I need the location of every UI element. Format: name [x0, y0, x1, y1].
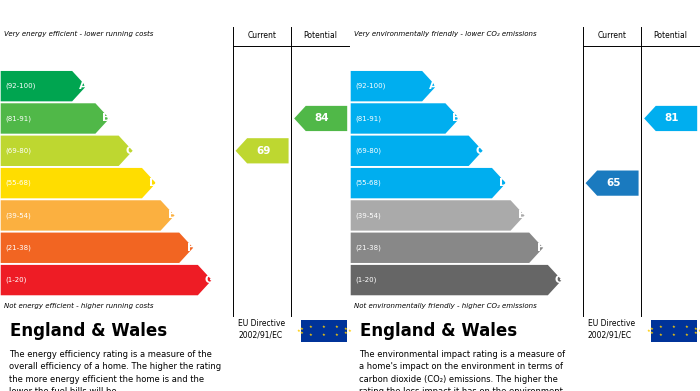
Text: ★: ★ — [647, 329, 650, 333]
Text: (1-20): (1-20) — [355, 277, 377, 283]
Text: (55-68): (55-68) — [6, 180, 31, 187]
Text: The energy efficiency rating is a measure of the
overall efficiency of a home. T: The energy efficiency rating is a measur… — [8, 350, 221, 391]
Text: ★: ★ — [344, 327, 348, 331]
Text: 69: 69 — [256, 146, 270, 156]
Text: Current: Current — [248, 31, 276, 40]
Polygon shape — [1, 136, 133, 166]
Text: (21-38): (21-38) — [355, 244, 381, 251]
Text: ★: ★ — [697, 329, 700, 333]
Polygon shape — [351, 103, 459, 134]
Polygon shape — [235, 138, 288, 163]
Polygon shape — [351, 71, 436, 101]
Text: ★: ★ — [335, 333, 338, 337]
Text: (92-100): (92-100) — [355, 83, 386, 90]
Polygon shape — [351, 136, 483, 166]
Polygon shape — [1, 168, 156, 198]
Polygon shape — [1, 103, 109, 134]
Text: England & Wales: England & Wales — [360, 322, 517, 340]
Text: ★: ★ — [694, 331, 698, 335]
Text: G: G — [554, 275, 564, 285]
Text: The environmental impact rating is a measure of
a home's impact on the environme: The environmental impact rating is a mea… — [358, 350, 566, 391]
Text: ★: ★ — [659, 333, 663, 337]
Polygon shape — [1, 200, 174, 231]
Text: ★: ★ — [650, 331, 654, 335]
Text: C: C — [476, 146, 484, 156]
Text: ★: ★ — [685, 325, 688, 329]
Text: England & Wales: England & Wales — [10, 322, 167, 340]
Polygon shape — [351, 265, 562, 295]
Text: ★: ★ — [650, 327, 654, 331]
Text: (92-100): (92-100) — [6, 83, 36, 90]
Text: ★: ★ — [344, 331, 348, 335]
Text: 65: 65 — [606, 178, 620, 188]
Text: ★: ★ — [659, 325, 663, 329]
Text: 84: 84 — [314, 113, 329, 124]
Polygon shape — [351, 200, 524, 231]
Text: Not energy efficient - higher running costs: Not energy efficient - higher running co… — [4, 303, 154, 309]
Text: (55-68): (55-68) — [355, 180, 381, 187]
Text: ★: ★ — [685, 333, 688, 337]
Text: ★: ★ — [300, 331, 304, 335]
Text: Potential: Potential — [654, 31, 687, 40]
Text: F: F — [187, 243, 194, 253]
Text: B: B — [452, 113, 461, 124]
Text: Very environmentally friendly - lower CO₂ emissions: Very environmentally friendly - lower CO… — [354, 30, 537, 36]
Text: 81: 81 — [664, 113, 679, 124]
Polygon shape — [1, 233, 193, 263]
Text: ★: ★ — [309, 325, 313, 329]
Text: ★: ★ — [300, 327, 304, 331]
Polygon shape — [294, 106, 347, 131]
Text: (1-20): (1-20) — [6, 277, 27, 283]
Text: C: C — [126, 146, 134, 156]
Text: ★: ★ — [335, 325, 338, 329]
Text: Potential: Potential — [304, 31, 337, 40]
Text: A: A — [429, 81, 438, 91]
Text: A: A — [79, 81, 88, 91]
Polygon shape — [1, 265, 212, 295]
Text: ★: ★ — [672, 334, 676, 337]
Text: D: D — [498, 178, 508, 188]
Text: (81-91): (81-91) — [355, 115, 382, 122]
Text: ★: ★ — [694, 327, 698, 331]
Text: ★: ★ — [322, 334, 326, 337]
Polygon shape — [351, 233, 543, 263]
Polygon shape — [585, 170, 638, 196]
Text: ★: ★ — [672, 325, 676, 328]
Text: Very energy efficient - lower running costs: Very energy efficient - lower running co… — [4, 30, 153, 36]
Text: (39-54): (39-54) — [355, 212, 381, 219]
Text: E: E — [168, 210, 176, 221]
Text: (69-80): (69-80) — [355, 147, 382, 154]
Text: (81-91): (81-91) — [6, 115, 32, 122]
Text: (69-80): (69-80) — [6, 147, 32, 154]
Polygon shape — [1, 71, 86, 101]
Text: ★: ★ — [297, 329, 300, 333]
Text: EU Directive
2002/91/EC: EU Directive 2002/91/EC — [588, 319, 635, 340]
Text: F: F — [537, 243, 544, 253]
Text: ★: ★ — [322, 325, 326, 328]
Text: B: B — [102, 113, 111, 124]
Text: Not environmentally friendly - higher CO₂ emissions: Not environmentally friendly - higher CO… — [354, 303, 537, 309]
Polygon shape — [644, 106, 697, 131]
Text: Current: Current — [598, 31, 626, 40]
Text: E: E — [518, 210, 526, 221]
Text: ★: ★ — [309, 333, 313, 337]
Text: Energy Efficiency Rating: Energy Efficiency Rating — [8, 7, 192, 20]
Bar — [301, 319, 346, 343]
Text: Environmental Impact (CO₂) Rating: Environmental Impact (CO₂) Rating — [358, 7, 621, 20]
Polygon shape — [351, 168, 506, 198]
Text: (21-38): (21-38) — [6, 244, 31, 251]
Text: G: G — [204, 275, 214, 285]
Bar — [651, 319, 696, 343]
Text: ★: ★ — [347, 329, 351, 333]
Text: EU Directive
2002/91/EC: EU Directive 2002/91/EC — [238, 319, 285, 340]
Text: D: D — [148, 178, 158, 188]
Text: (39-54): (39-54) — [6, 212, 31, 219]
